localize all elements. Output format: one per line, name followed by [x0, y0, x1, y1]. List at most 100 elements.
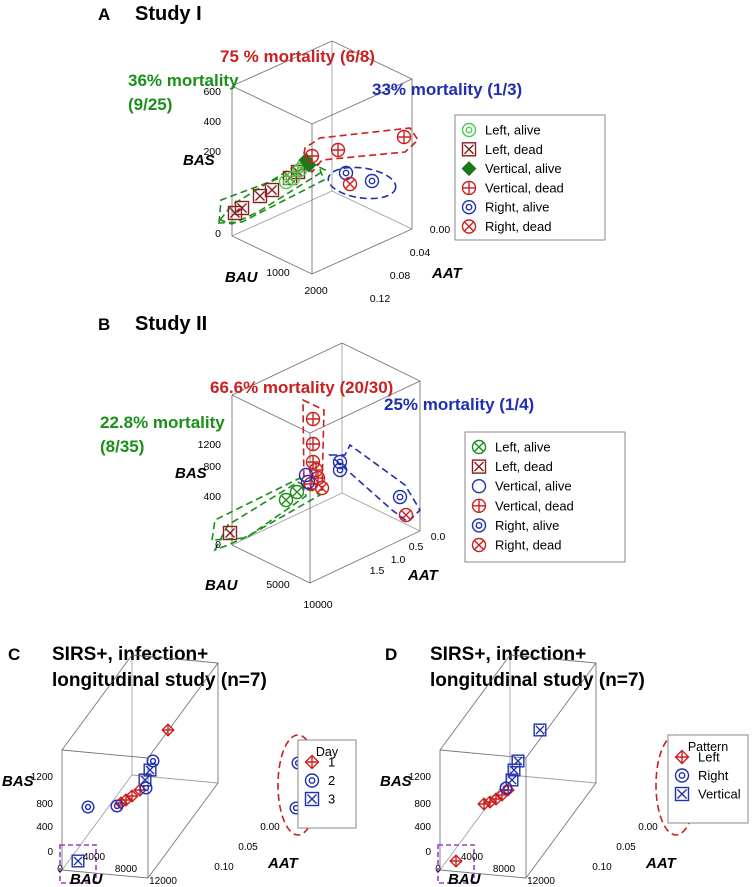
circle-shape — [342, 176, 358, 192]
x-axis-label: BAU — [70, 871, 104, 887]
y-tick-label: 800 — [203, 461, 221, 473]
legend-frame — [454, 114, 606, 241]
legend-marker-circle-plus-icon — [461, 180, 477, 196]
axis-box-b — [231, 342, 421, 584]
right-group-outline — [327, 443, 422, 524]
circle-shape — [471, 518, 487, 533]
legend-entry: Right, dead — [461, 219, 552, 234]
data-point — [139, 781, 153, 795]
circle-shape — [146, 754, 160, 768]
data-point — [81, 800, 95, 814]
square-shape — [143, 763, 157, 777]
data-point — [533, 723, 547, 737]
inner-dot-shape — [396, 493, 404, 501]
x-axis-label: BAU — [225, 269, 259, 286]
z-tick-label: 0.05 — [238, 842, 258, 853]
data-point — [477, 797, 491, 811]
inner-dot-shape — [465, 126, 473, 134]
circle-shape — [278, 174, 294, 190]
plus-shape — [472, 499, 486, 513]
x-shape — [280, 494, 292, 506]
right-group-outline — [327, 166, 397, 200]
y-tick-label: 1200 — [198, 439, 222, 451]
data-point — [305, 454, 321, 470]
left-group-outline-2 — [218, 162, 325, 224]
legend-label: Left, dead — [485, 142, 543, 157]
legend-entry: Left, alive — [471, 440, 551, 455]
data-point — [143, 763, 157, 777]
legend-marker-circle-dot-icon — [471, 518, 487, 533]
data-point — [330, 142, 346, 158]
data-point — [314, 480, 330, 496]
z-axis-label: AAT — [645, 855, 678, 872]
legend-marker-square-x-icon — [471, 459, 487, 474]
panel-label-b: B — [98, 315, 110, 334]
legend-label: Left, alive — [495, 440, 551, 455]
y-tick-label: 400 — [36, 822, 53, 833]
circle-shape — [471, 537, 487, 553]
x-shape — [224, 527, 236, 539]
left-group-outline — [218, 159, 327, 225]
square-shape — [222, 525, 238, 541]
panel-a-title: Study I — [135, 3, 202, 25]
x-shape — [316, 482, 328, 494]
x-shape — [676, 788, 688, 800]
vertical-group-outline — [301, 127, 420, 174]
square-shape — [533, 723, 547, 737]
data-point — [304, 148, 320, 164]
data-point — [332, 454, 348, 470]
z-axis-label: AAT — [431, 265, 464, 282]
x-tick-label: 8000 — [115, 864, 138, 875]
circle-shape — [139, 781, 153, 795]
z-tick-label: 0.04 — [410, 247, 431, 259]
y-tick-label: 400 — [203, 116, 221, 128]
legend-label: 1 — [328, 755, 335, 770]
legend-label: Right, alive — [485, 200, 549, 215]
square-shape — [461, 142, 477, 157]
inner-dot-shape — [368, 177, 376, 185]
circle-shape — [278, 492, 294, 508]
y-tick-label: 800 — [414, 799, 431, 810]
circle-shape — [674, 768, 690, 783]
x-shape — [473, 441, 485, 453]
data-point — [300, 474, 316, 490]
x-tick-label: 0 — [57, 864, 63, 875]
plus-shape — [484, 796, 496, 808]
left-mortality-label: 36% mortality — [128, 71, 239, 90]
inner-dot-shape — [149, 757, 157, 765]
x-axis-label: BAU — [448, 871, 482, 887]
circle-shape — [81, 800, 95, 814]
axis-edge — [61, 654, 133, 751]
data-point — [222, 525, 238, 541]
plus-shape — [305, 149, 319, 163]
x-axis-label: BAU — [205, 577, 239, 594]
data-point — [264, 182, 280, 198]
axis-edge — [231, 342, 343, 396]
z-tick-label: 0.05 — [616, 842, 636, 853]
circle-shape — [461, 122, 477, 138]
inner-dot-shape — [289, 174, 297, 182]
data-point — [305, 411, 321, 427]
legend-frame — [464, 431, 626, 563]
circle-shape — [461, 219, 477, 234]
axis-edge — [309, 380, 421, 434]
axis-edge — [231, 85, 313, 125]
legend-marker-circle-dot-icon — [461, 199, 477, 215]
legend-entry: Right — [674, 768, 729, 783]
circle-shape — [364, 173, 380, 189]
legend-entry: Right, alive — [471, 518, 559, 533]
circle-shape — [461, 199, 477, 215]
axis-edge — [231, 40, 333, 87]
plus-shape — [306, 437, 320, 451]
z-tick-label: 0.0 — [431, 531, 446, 543]
square-shape — [471, 459, 487, 474]
axis-edge — [231, 492, 343, 546]
y-tick-label: 600 — [203, 86, 221, 98]
plus-shape — [478, 798, 490, 810]
x-shape — [344, 178, 356, 190]
axis-edge — [331, 40, 413, 80]
y-tick-label: 0 — [215, 539, 221, 551]
legend-label: 3 — [328, 792, 335, 807]
plus-shape — [306, 455, 320, 469]
